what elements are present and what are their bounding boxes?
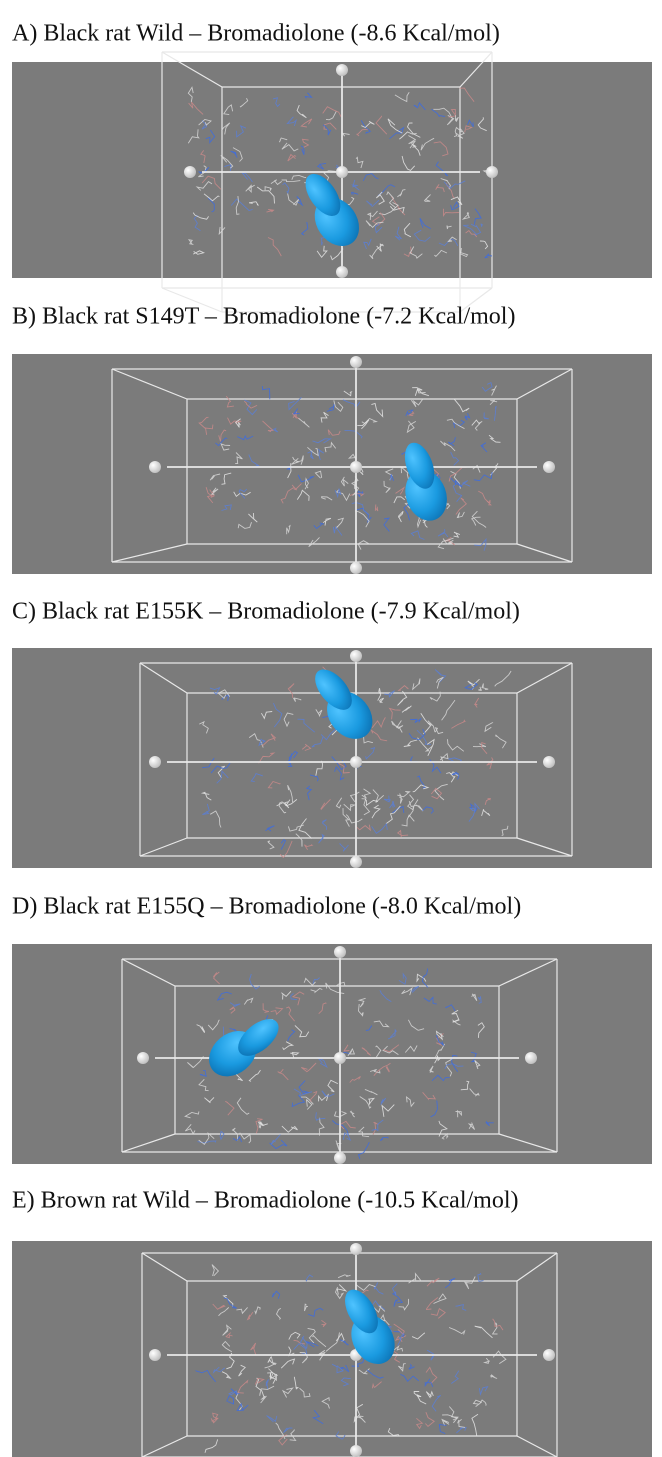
axis-sphere (149, 1349, 161, 1361)
panel-caption: C) Black rat E155K – Bromadiolone (-7.9 … (12, 599, 520, 625)
axis-sphere (350, 356, 362, 368)
axis-sphere (350, 461, 362, 473)
axis-sphere (543, 461, 555, 473)
docking-image (12, 52, 652, 312)
docking-image (12, 648, 652, 868)
axis-sphere (350, 756, 362, 768)
axis-sphere (334, 1152, 346, 1164)
axis-sphere (334, 946, 346, 958)
image-background (12, 944, 652, 1164)
axis-sphere (543, 756, 555, 768)
axis-sphere (334, 1052, 346, 1064)
axis-sphere (486, 166, 498, 178)
axis-sphere (149, 756, 161, 768)
axis-sphere (350, 1243, 362, 1255)
axis-sphere (184, 166, 196, 178)
axis-sphere (137, 1052, 149, 1064)
axis-sphere (350, 650, 362, 662)
panel-caption: A) Black rat Wild – Bromadiolone (-8.6 K… (12, 21, 500, 47)
docking-image (12, 1241, 652, 1457)
page: A) Black rat Wild – Bromadiolone (-8.6 K… (0, 0, 662, 1457)
docking-image (12, 944, 652, 1164)
image-background (12, 1241, 652, 1457)
image-background (12, 354, 652, 574)
docking-image (12, 354, 652, 574)
panel-caption: B) Black rat S149T – Bromadiolone (-7.2 … (12, 304, 515, 330)
axis-sphere (336, 266, 348, 278)
axis-sphere (350, 562, 362, 574)
axis-sphere (350, 1445, 362, 1457)
figure: A) Black rat Wild – Bromadiolone (-8.6 K… (0, 0, 662, 1457)
axis-sphere (350, 856, 362, 868)
image-background (12, 62, 652, 278)
axis-sphere (149, 461, 161, 473)
axis-sphere (336, 64, 348, 76)
axis-sphere (336, 166, 348, 178)
panel-caption: D) Black rat E155Q – Bromadiolone (-8.0 … (12, 894, 521, 920)
axis-sphere (543, 1349, 555, 1361)
panel-caption: E) Brown rat Wild – Bromadiolone (-10.5 … (12, 1188, 518, 1214)
axis-sphere (525, 1052, 537, 1064)
